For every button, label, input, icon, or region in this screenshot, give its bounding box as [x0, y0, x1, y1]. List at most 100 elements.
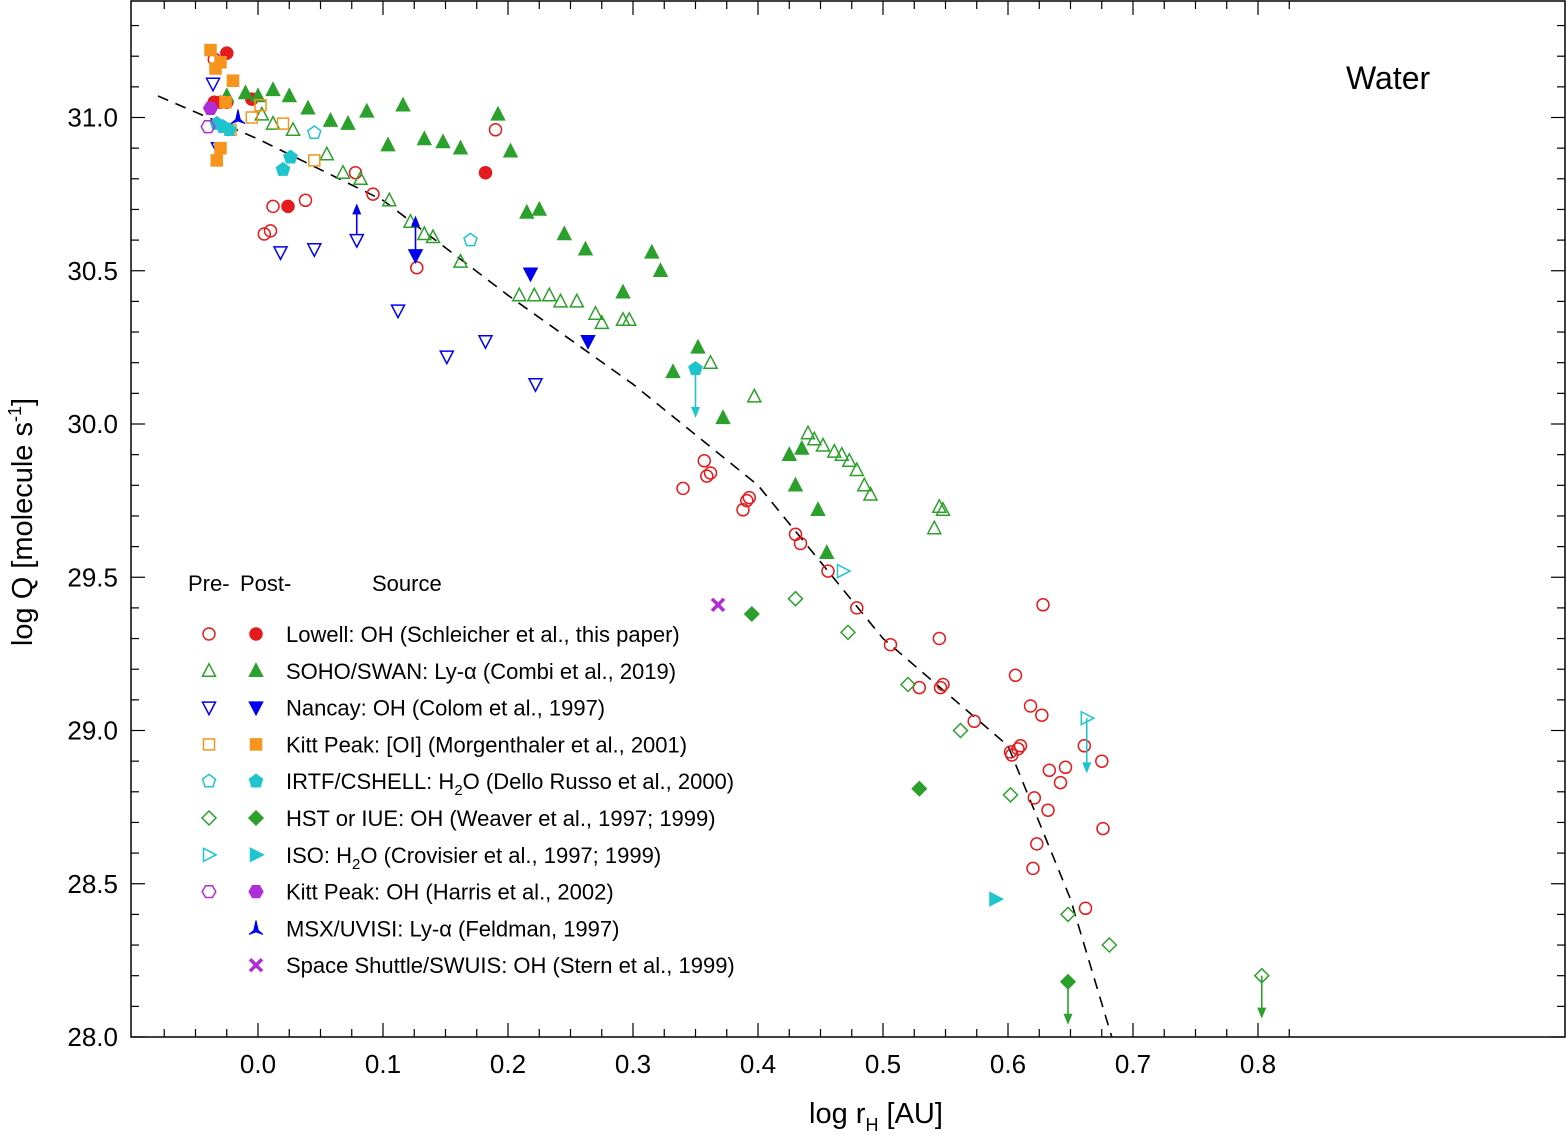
y-tick-label: 28.0: [67, 1022, 118, 1052]
point-post-soho-swan-ly-combi-et-al: [265, 81, 281, 97]
point-pre-lowell-oh-schleicher-et-: [1096, 821, 1110, 836]
point-pre-lowell-oh-schleicher-et-: [1008, 668, 1023, 683]
point-post-soho-swan-ly-combi-et-al: [322, 111, 339, 127]
legend-header-post: Post-: [240, 571, 291, 596]
point-post-soho-swan-ly-combi-et-al: [556, 225, 573, 241]
point-post-kitt-peak-oi-morgenthale: [204, 43, 217, 57]
point-pre-soho-swan-ly-combi-et-al: [931, 498, 948, 514]
point-post-soho-swan-ly-combi-et-al: [359, 102, 375, 118]
point-post-soho-swan-ly-combi-et-al: [237, 84, 254, 100]
point-post-soho-swan-ly-combi-et-al: [690, 338, 706, 354]
point-post-kitt-peak-oh-harris-et-a: [202, 101, 219, 115]
y-tick-label: 28.5: [67, 869, 118, 899]
point-pre-kitt-peak-oh-harris-et-a: [200, 120, 216, 134]
legend-label: MSX/UVISI: Ly-α (Feldman, 1997): [286, 916, 619, 941]
point-pre-soho-swan-ly-combi-et-al: [452, 252, 469, 268]
legend-label: ISO: H2O (Crovisier et al., 1997; 1999): [286, 843, 661, 873]
point-pre-soho-swan-ly-combi-et-al: [826, 442, 843, 458]
legend-label: Lowell: OH (Schleicher et al., this pape…: [286, 622, 680, 647]
point-pre-hst-or-iue-oh-weaver-et-: [787, 590, 804, 607]
point-post-lowell-oh-schleicher-et-: [478, 165, 493, 180]
point-pre-lowell-oh-schleicher-et-: [1058, 760, 1073, 775]
point-post-nancay-oh-colom-et-al-19: [580, 334, 596, 350]
point-post-lowell-oh-schleicher-et-: [281, 199, 295, 214]
point-pre-lowell-oh-schleicher-et-: [697, 454, 712, 468]
point-pre-lowell-oh-schleicher-et-: [266, 199, 280, 214]
point-post-soho-swan-ly-combi-et-al: [644, 243, 660, 259]
point-pre-lowell-oh-schleicher-et-: [488, 123, 503, 137]
point-pre-soho-swan-ly-combi-et-al: [425, 228, 441, 244]
point-pre-soho-swan-ly-combi-et-al: [569, 292, 585, 308]
point-pre-soho-swan-ly-combi-et-al: [285, 121, 301, 137]
x-tick-label: 0.3: [615, 1049, 651, 1079]
legend-marker-post-kitt-peak-oh-harris-et-a: [248, 884, 264, 899]
limit-arrow: [1082, 718, 1092, 774]
point-pre-lowell-oh-schleicher-et-: [967, 714, 981, 729]
limit-arrow: [1063, 981, 1073, 1025]
y-tick-label: 30.5: [67, 256, 118, 286]
point-post-soho-swan-ly-combi-et-al: [452, 139, 469, 155]
point-post-soho-swan-ly-combi-et-al: [665, 363, 681, 379]
point-pre-soho-swan-ly-combi-et-al: [352, 170, 369, 186]
x-tick-label: 0.2: [490, 1049, 526, 1079]
legend-marker-pre-nancay-oh-colom-et-al-19: [201, 701, 217, 717]
point-pre-soho-swan-ly-combi-et-al: [526, 286, 543, 302]
point-pre-nancay-oh-colom-et-al-19: [349, 233, 365, 249]
legend-marker-pre-kitt-peak-oi-morgenthale: [202, 738, 216, 751]
point-post-kitt-peak-oi-morgenthale: [210, 154, 224, 167]
point-post-irtf-cshell-h-o-dello-ru: [221, 122, 237, 137]
limit-arrow: [691, 368, 700, 418]
point-pre-lowell-oh-schleicher-et-: [1023, 699, 1038, 713]
point-pre-lowell-oh-schleicher-et-: [932, 631, 947, 646]
fit-line-layer: [157, 95, 1113, 1038]
point-pre-soho-swan-ly-combi-et-al: [935, 501, 951, 517]
chart-title: Water: [1346, 60, 1431, 96]
x-tick-label: 0.0: [240, 1049, 276, 1079]
point-pre-kitt-peak-oi-morgenthale: [308, 154, 321, 167]
x-tick-label: 0.5: [865, 1049, 901, 1079]
point-post-soho-swan-ly-combi-et-al: [340, 114, 356, 130]
point-pre-iso-h-o-crovisier-et-al-: [1080, 710, 1096, 726]
point-post-soho-swan-ly-combi-et-al: [416, 130, 433, 146]
legend-label: Kitt Peak: OH (Harris et al., 2002): [286, 880, 614, 905]
legend-marker-pre-iso-h-o-crovisier-et-al-: [202, 847, 218, 863]
point-pre-nancay-oh-colom-et-al-19: [477, 334, 494, 350]
point-pre-lowell-oh-schleicher-et-: [1077, 739, 1092, 753]
point-pre-lowell-oh-schleicher-et-: [263, 224, 278, 238]
legend-marker-pre-kitt-peak-oh-harris-et-a: [201, 884, 217, 899]
point-post-soho-swan-ly-combi-et-al: [435, 133, 451, 149]
point-post-soho-swan-ly-combi-et-al: [250, 87, 266, 103]
point-pre-nancay-oh-colom-et-al-19: [205, 77, 221, 93]
point-pre-hst-or-iue-oh-weaver-et-: [1002, 786, 1019, 803]
point-post-kitt-peak-oi-morgenthale: [214, 56, 227, 69]
point-pre-hst-or-iue-oh-weaver-et-: [1101, 936, 1118, 954]
legend-label: Kitt Peak: [OI] (Morgenthaler et al., 20…: [286, 732, 687, 757]
point-post-hst-or-iue-oh-weaver-et-: [743, 605, 760, 623]
legend-marker-post-soho-swan-ly-combi-et-al: [248, 662, 264, 678]
point-pre-soho-swan-ly-combi-et-al: [254, 105, 270, 121]
legend-marker-post-hst-or-iue-oh-weaver-et-: [247, 809, 265, 827]
legend-label: SOHO/SWAN: Ly-α (Combi et al., 2019): [286, 659, 676, 684]
plot-frame: [130, 0, 1566, 1038]
point-pre-lowell-oh-schleicher-et-: [736, 503, 750, 517]
point-pre-soho-swan-ly-combi-et-al: [552, 292, 569, 308]
axis-ticks: 0.0 0.1 0.2 0.3 0.4 0.5 0.6 0.7 0.8 28.0 28.5 29.0 2…: [67, 1, 1565, 1079]
point-pre-soho-swan-ly-combi-et-al: [841, 452, 858, 468]
legend-marker-post-space-shuttle-swuis-oh-s: [248, 957, 264, 973]
fit-line: [157, 95, 1113, 1038]
point-pre-soho-swan-ly-combi-et-al: [926, 519, 943, 535]
point-pre-soho-swan-ly-combi-et-al: [594, 314, 610, 330]
point-post-soho-swan-ly-combi-et-al: [490, 105, 506, 121]
x-tick-label: 0.4: [740, 1049, 776, 1079]
point-post-soho-swan-ly-combi-et-al: [819, 544, 835, 559]
x-axis-title: log rH [AU]: [809, 1098, 943, 1135]
point-pre-lowell-oh-schleicher-et-: [1095, 754, 1109, 768]
point-pre-soho-swan-ly-combi-et-al: [800, 424, 816, 440]
point-pre-nancay-oh-colom-et-al-19: [527, 377, 544, 393]
y-tick-label: 29.0: [67, 716, 118, 746]
point-pre-kitt-peak-oi-morgenthale: [245, 111, 259, 124]
point-pre-nancay-oh-colom-et-al-19: [272, 246, 289, 262]
point-pre-nancay-oh-colom-et-al-19: [306, 243, 323, 258]
point-post-iso-h-o-crovisier-et-al-: [989, 891, 1005, 907]
